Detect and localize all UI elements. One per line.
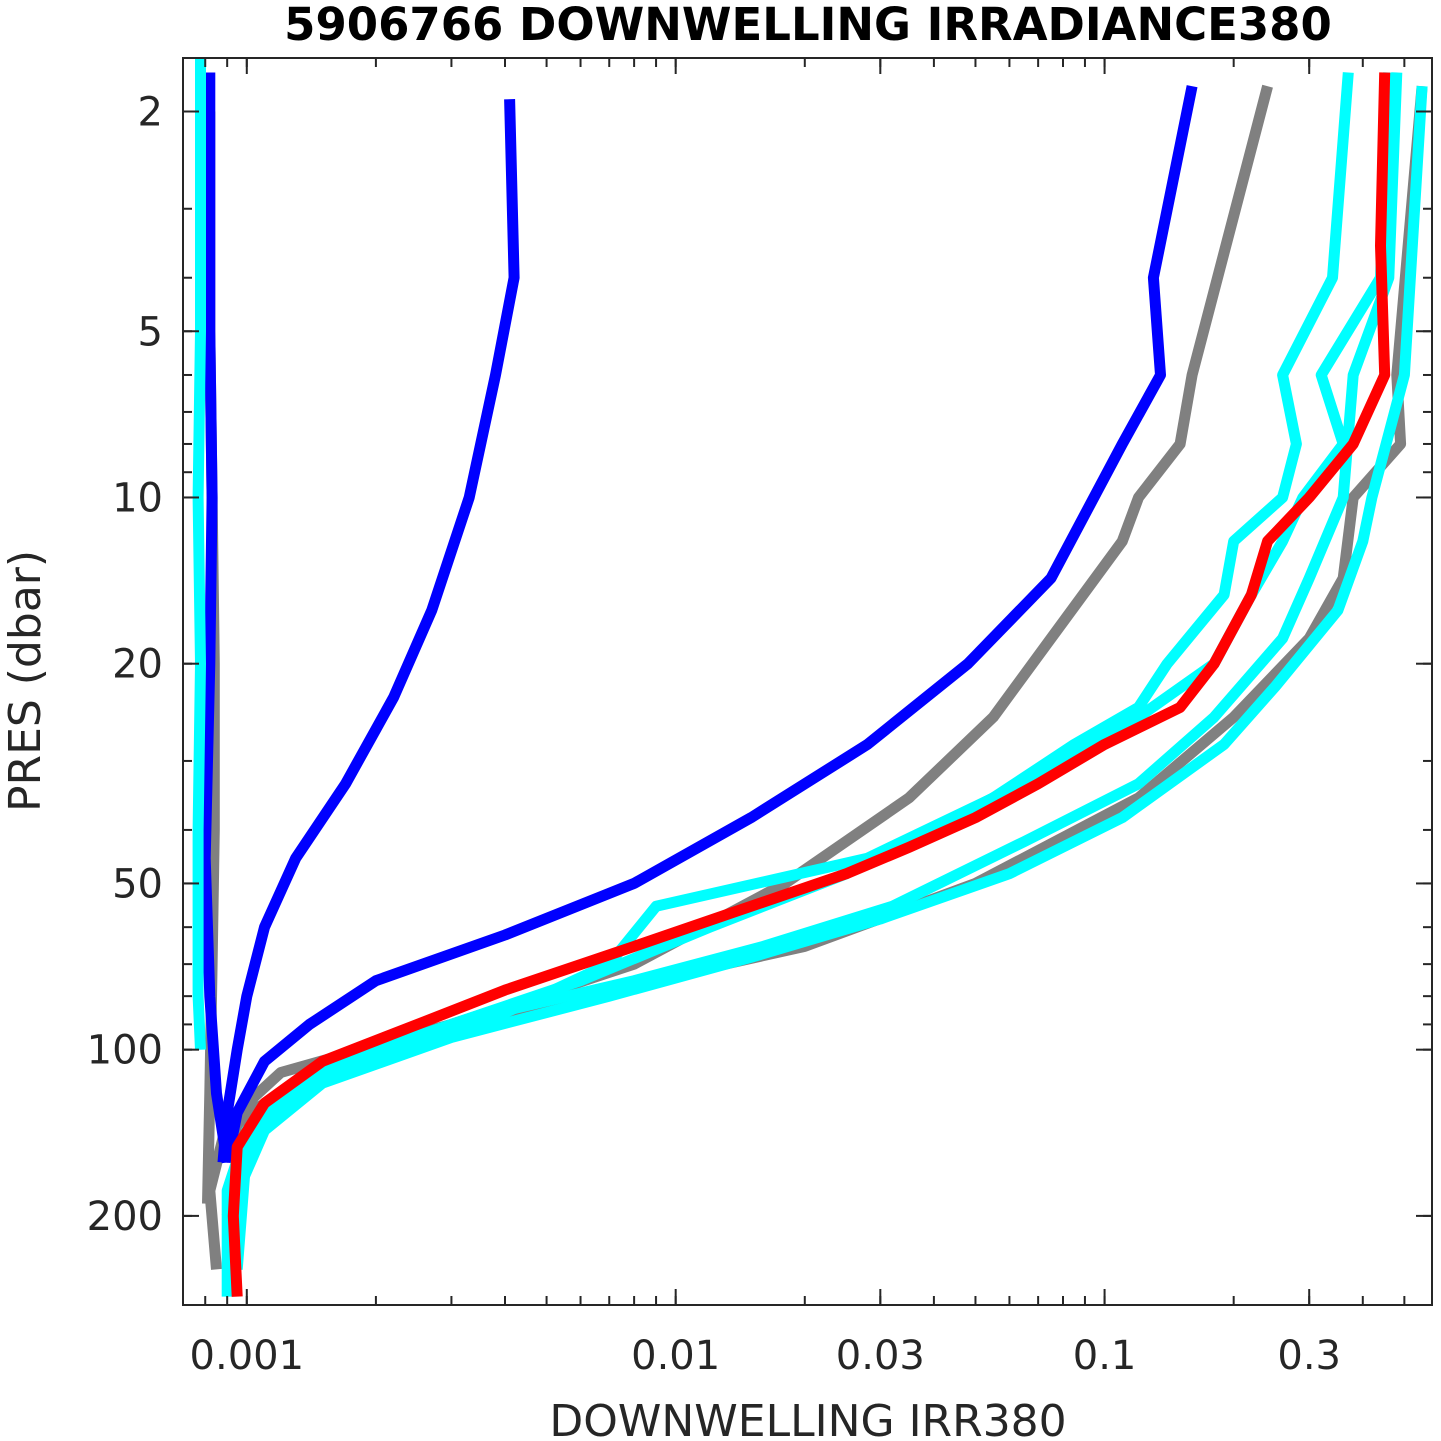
y-tick-label: 100	[87, 1028, 163, 1074]
plot-area-frame	[182, 57, 1433, 1306]
x-tick-label: 0.1	[1073, 1333, 1137, 1379]
y-tick-label: 200	[87, 1194, 163, 1240]
y-tick-label: 5	[138, 309, 163, 355]
x-tick-label: 0.01	[631, 1333, 720, 1379]
x-tick-label: 0.03	[836, 1333, 925, 1379]
series-line-6	[192, 58, 206, 1050]
y-tick-label: 2	[138, 90, 163, 136]
y-tick-label: 10	[112, 475, 163, 521]
chart-title: 5906766 DOWNWELLING IRRADIANCE380	[284, 0, 1332, 51]
series-line-0	[204, 84, 1273, 1270]
series-line-3	[199, 72, 233, 1164]
y-tick-label: 20	[112, 642, 163, 688]
series-line-11	[227, 72, 1391, 1297]
series-line-4	[217, 99, 520, 1163]
x-axis-label: DOWNWELLING IRR380	[549, 1396, 1066, 1441]
x-tick-label: 0.3	[1277, 1333, 1341, 1379]
series-layer	[192, 58, 1428, 1297]
y-tick-label: 50	[112, 861, 163, 907]
series-line-10	[222, 85, 1428, 1219]
tick-layer: 0.001 0.01 0.03 0.1 0.3 2 5 10 20 50 100 200	[87, 58, 1432, 1379]
series-line-5	[221, 85, 1198, 1164]
y-axis-label: PRES (dbar)	[0, 550, 51, 812]
x-tick-label: 0.001	[190, 1333, 305, 1379]
